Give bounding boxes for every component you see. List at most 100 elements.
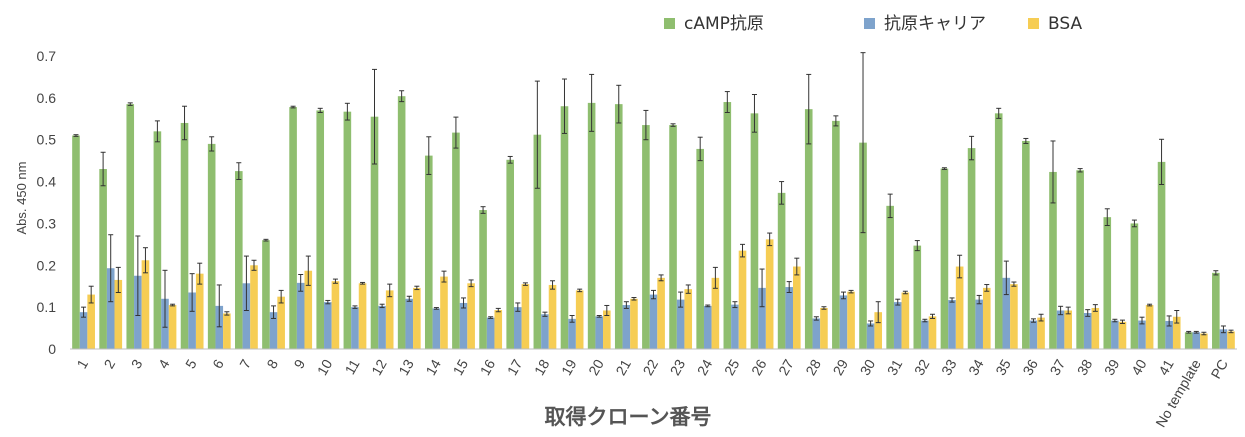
- bar: [269, 312, 278, 349]
- bar: [494, 310, 503, 349]
- y-axis: 0 0.1 0.2 0.3 0.4 0.5 0.6 0.7: [37, 48, 57, 357]
- bar: [514, 307, 522, 349]
- bar: [839, 295, 848, 349]
- bar: [614, 104, 623, 349]
- bar: [595, 316, 604, 349]
- bar: [1192, 332, 1201, 349]
- bar: [1002, 277, 1011, 349]
- bar: [785, 287, 793, 349]
- bar: [575, 290, 584, 349]
- bar: [1064, 310, 1072, 349]
- bar: [587, 102, 596, 349]
- bar: [832, 120, 840, 349]
- x-tick-label: 3: [128, 356, 146, 371]
- bar: [452, 132, 460, 349]
- x-tick-label: 24: [694, 356, 716, 378]
- x-tick-label: 6: [209, 356, 227, 371]
- x-tick-label: 20: [585, 356, 607, 378]
- bar: [87, 294, 95, 349]
- legend-label: BSA: [1048, 14, 1082, 34]
- bar: [738, 250, 747, 349]
- x-tick-label: 4: [155, 356, 173, 371]
- bar: [180, 122, 189, 349]
- x-tick-label: 1: [73, 356, 91, 371]
- bar: [893, 302, 902, 349]
- x-tick-label: 29: [829, 356, 851, 378]
- bar: [331, 281, 340, 349]
- bar: [820, 307, 828, 349]
- bar: [649, 294, 658, 349]
- bar: [1184, 332, 1193, 349]
- bar: [126, 104, 135, 349]
- y-tick-label: 0.7: [37, 48, 57, 64]
- bar: [792, 266, 801, 349]
- bar: [1010, 284, 1018, 349]
- bar: [467, 283, 475, 349]
- bar: [921, 320, 929, 349]
- x-tick-label: 15: [449, 356, 471, 378]
- bar: [750, 113, 759, 349]
- x-tick-label: 9: [291, 356, 309, 371]
- x-tick-label: 27: [775, 356, 797, 378]
- bar: [1172, 316, 1181, 349]
- bar: [153, 131, 162, 349]
- x-tick-label: 33: [938, 356, 960, 378]
- x-tick-label: 7: [236, 356, 254, 371]
- y-tick-label: 0.1: [37, 299, 57, 315]
- bar: [560, 106, 569, 349]
- x-tick-label: 5: [182, 356, 200, 371]
- bar: [215, 305, 224, 349]
- bar: [385, 290, 394, 349]
- legend-swatch: [664, 18, 675, 29]
- bar: [1022, 140, 1030, 349]
- bar: [940, 168, 949, 349]
- bar: [948, 300, 956, 349]
- bar: [874, 312, 883, 349]
- bar: [1145, 305, 1154, 349]
- bar: [351, 307, 359, 349]
- bar: [804, 109, 813, 349]
- bar: [1111, 320, 1119, 349]
- bar: [765, 239, 774, 349]
- bar: [99, 169, 107, 349]
- bar: [459, 302, 468, 349]
- y-tick-label: 0: [48, 341, 56, 357]
- y-tick-label: 0.4: [37, 174, 57, 190]
- bar: [1138, 320, 1146, 349]
- x-tick-label: 23: [667, 356, 689, 378]
- bar: [289, 107, 297, 350]
- x-tick-label: 30: [857, 356, 879, 378]
- x-tick-label: 17: [504, 356, 526, 378]
- bar: [432, 308, 441, 349]
- bar: [195, 273, 204, 349]
- bar: [622, 305, 631, 349]
- bar: [358, 283, 367, 349]
- bar: [242, 283, 251, 349]
- bar: [1083, 313, 1092, 349]
- bar: [1091, 307, 1100, 349]
- bar: [758, 287, 766, 349]
- bar: [1157, 161, 1166, 349]
- bar: [72, 135, 80, 349]
- x-axis-label: 取得クローン番号: [545, 405, 712, 429]
- bar: [669, 125, 677, 349]
- x-tick-label: 8: [263, 356, 281, 371]
- bar: [859, 142, 867, 349]
- bar: [928, 316, 937, 349]
- bar: [533, 134, 542, 349]
- x-tick-label: 28: [802, 356, 824, 378]
- bar: [684, 289, 693, 349]
- bar: [1118, 321, 1127, 349]
- bar: [703, 305, 712, 349]
- x-tick-label: 10: [314, 356, 336, 378]
- x-tick-label: 37: [1047, 356, 1069, 378]
- y-tick-label: 0.3: [37, 215, 57, 231]
- bar: [79, 312, 88, 349]
- x-tick-label: 36: [1019, 356, 1041, 378]
- bar: [223, 313, 231, 349]
- bar: [370, 116, 379, 349]
- bar: [479, 210, 487, 349]
- x-tick-label: PC: [1207, 357, 1231, 382]
- bar: [324, 302, 332, 349]
